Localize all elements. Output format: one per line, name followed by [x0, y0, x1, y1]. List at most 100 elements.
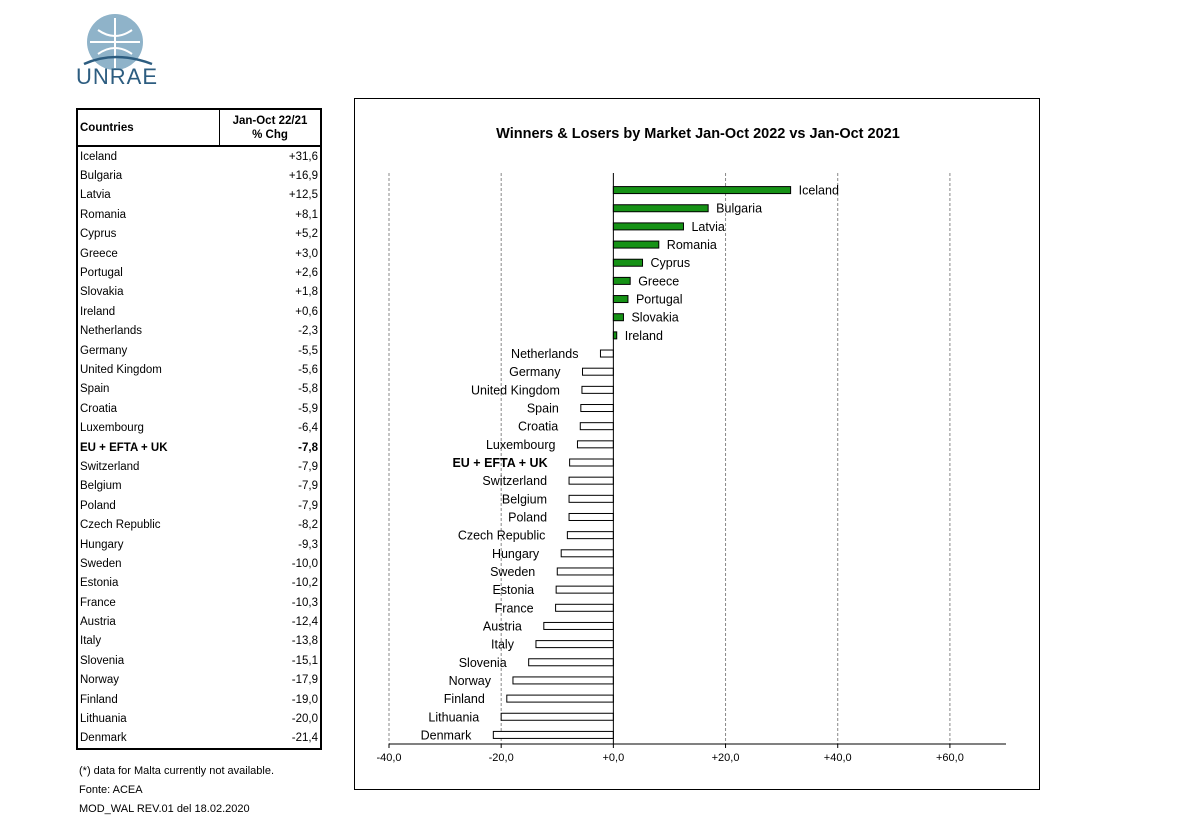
bar-united-kingdom	[581, 385, 614, 394]
country-cell: United Kingdom	[80, 363, 162, 376]
bar-label: Norway	[449, 674, 492, 688]
winners-losers-chart: Winners & Losers by Market Jan-Oct 2022 …	[376, 126, 1006, 764]
table-row: Italy -13,8	[78, 632, 320, 651]
bar-slovenia	[528, 658, 614, 667]
bar-label: Bulgaria	[716, 202, 762, 216]
country-cell: Latvia	[80, 189, 111, 202]
pct-change-cell: +3,0	[295, 247, 318, 260]
table-row: Spain -5,8	[78, 380, 320, 399]
country-cell: Slovenia	[80, 654, 125, 667]
country-cell: Czech Republic	[80, 519, 161, 532]
country-cell: Belgium	[80, 480, 122, 493]
country-cell: Sweden	[80, 557, 122, 570]
table-row: France -10,3	[78, 593, 320, 612]
bar-france	[555, 603, 614, 612]
bar-label: Portugal	[636, 293, 683, 307]
pct-change-cell: +8,1	[295, 208, 318, 221]
table-row: Croatia -5,9	[78, 399, 320, 418]
bar-czech-republic	[566, 531, 614, 540]
table-row: Hungary -9,3	[78, 535, 320, 554]
table-row: Sweden -10,0	[78, 554, 320, 573]
table-row: Bulgaria +16,9	[78, 166, 320, 185]
pct-change-cell: -10,3	[291, 596, 318, 609]
pct-change-cell: -13,8	[291, 635, 318, 648]
bar-label: EU + EFTA + UK	[452, 456, 547, 470]
table-row: Lithuania -20,0	[78, 709, 320, 728]
bar-netherlands	[599, 349, 614, 358]
bar-portugal	[612, 295, 629, 304]
country-cell: Denmark	[80, 732, 127, 745]
country-cell: France	[80, 596, 116, 609]
country-cell: Greece	[80, 247, 118, 260]
table-row: Norway -17,9	[78, 671, 320, 690]
country-cell: Norway	[80, 674, 119, 687]
bar-label: Poland	[508, 510, 547, 524]
bar-spain	[580, 404, 614, 413]
bar-iceland	[612, 186, 792, 195]
pct-change-cell: -7,8	[298, 441, 318, 454]
table-row: Czech Republic -8,2	[78, 515, 320, 534]
header-countries: Countries	[78, 110, 220, 145]
country-cell: Romania	[80, 208, 127, 221]
table-row: Finland -19,0	[78, 690, 320, 709]
bar-ireland	[612, 331, 618, 340]
table-row: Ireland +0,6	[78, 302, 320, 321]
country-cell: Hungary	[80, 538, 124, 551]
bar-label: Denmark	[421, 728, 472, 742]
bar-label: Croatia	[518, 420, 558, 434]
table-row: Netherlands -2,3	[78, 322, 320, 341]
bar-label: Switzerland	[482, 474, 547, 488]
chart-title: Winners & Losers by Market Jan-Oct 2022 …	[496, 126, 900, 142]
country-cell: Ireland	[80, 305, 116, 318]
table-row: Cyprus +5,2	[78, 225, 320, 244]
pct-change-cell: -8,2	[298, 519, 318, 532]
bar-label: Czech Republic	[458, 529, 546, 543]
x-tick-label: -20,0	[489, 752, 514, 764]
footnote-source: Fonte: ACEA	[79, 784, 143, 796]
bar-poland	[568, 512, 614, 521]
table-row: Estonia -10,2	[78, 574, 320, 593]
bar-label: Ireland	[625, 329, 663, 343]
pct-change-cell: -10,0	[291, 557, 318, 570]
country-cell: Estonia	[80, 577, 119, 590]
table-row: Romania +8,1	[78, 205, 320, 224]
pct-change-cell: -5,6	[298, 363, 318, 376]
header-unit: % Chg	[252, 129, 288, 141]
country-cell: Poland	[80, 499, 116, 512]
bar-label: Romania	[667, 238, 717, 252]
table-row: Latvia +12,5	[78, 186, 320, 205]
table-body: Iceland +31,6 Bulgaria +16,9 Latvia +12,5 Roma…	[78, 147, 320, 748]
x-tick-label: +20,0	[712, 752, 740, 764]
country-cell: Portugal	[80, 267, 123, 280]
bar-label: Netherlands	[511, 347, 578, 361]
chart-frame: Winners & Losers by Market Jan-Oct 2022 …	[354, 98, 1040, 790]
x-tick-label: -40,0	[376, 752, 401, 764]
bar-label: Greece	[638, 274, 679, 288]
country-cell: Lithuania	[80, 713, 127, 726]
x-tick-label: +40,0	[824, 752, 852, 764]
bar-greece	[612, 276, 631, 285]
country-cell: Iceland	[80, 150, 118, 163]
pct-change-cell: -17,9	[291, 674, 318, 687]
table-row: Luxembourg -6,4	[78, 418, 320, 437]
table-row: Denmark -21,4	[78, 729, 320, 748]
pct-change-cell: -5,8	[298, 383, 318, 396]
table-row: Iceland +31,6	[78, 147, 320, 166]
pct-change-cell: -9,3	[298, 538, 318, 551]
bar-sweden	[556, 567, 614, 576]
bar-label: Sweden	[490, 565, 535, 579]
x-tick-label: +0,0	[603, 752, 625, 764]
table-row: Slovenia -15,1	[78, 651, 320, 670]
country-cell: Germany	[80, 344, 128, 357]
logo-text: UNRAE	[76, 64, 158, 88]
pct-change-cell: -10,2	[291, 577, 318, 590]
table-header: Countries Jan-Oct 22/21 % Chg	[78, 110, 320, 147]
pct-change-cell: -7,9	[298, 480, 318, 493]
table-row: Greece +3,0	[78, 244, 320, 263]
country-cell: Italy	[80, 635, 102, 648]
bar-label: Austria	[483, 619, 522, 633]
unrae-logo: UNRAE	[76, 14, 158, 88]
table-row: Portugal +2,6	[78, 263, 320, 282]
pct-change-cell: -5,9	[298, 402, 318, 415]
footnote-malta: (*) data for Malta currently not availab…	[79, 765, 275, 777]
